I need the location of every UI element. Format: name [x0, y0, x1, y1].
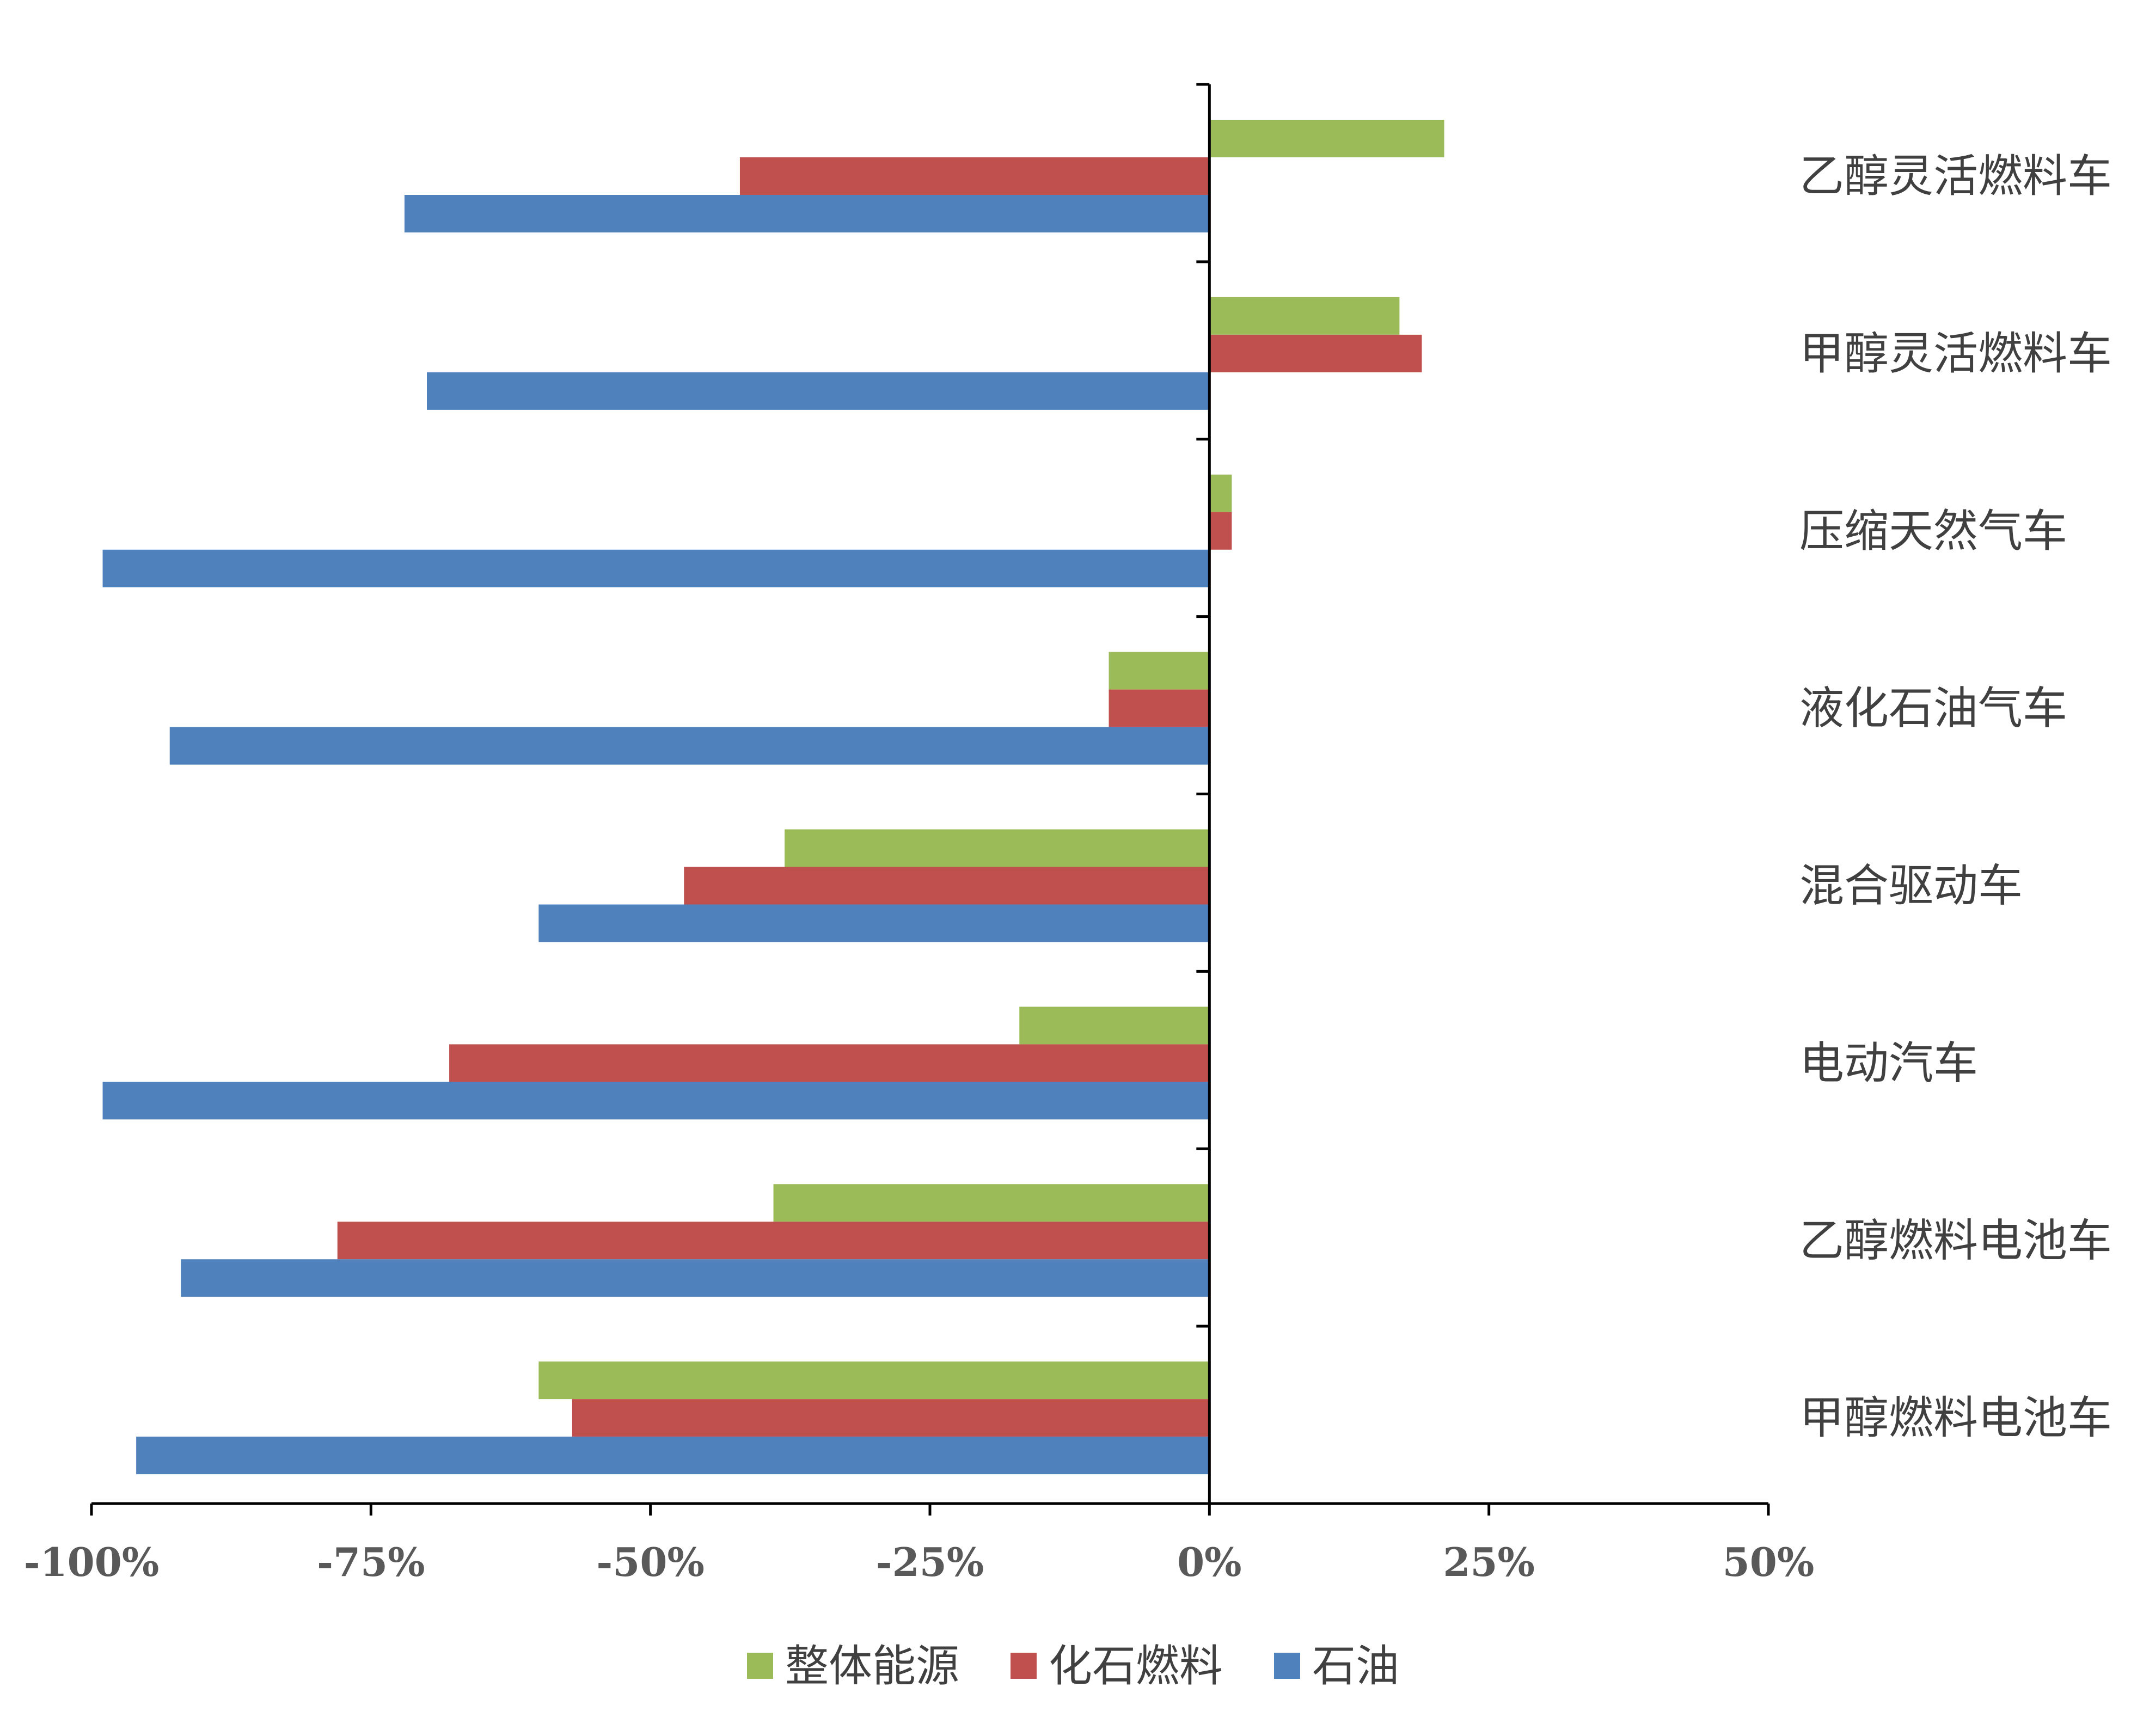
bar-7-0 [538, 1361, 1210, 1400]
bar-2-0 [1209, 474, 1232, 512]
legend-swatch-0 [747, 1653, 773, 1679]
bar-3-0 [1109, 652, 1210, 690]
x-tick-label-1: -75% [317, 1539, 425, 1585]
legend-swatch-1 [1011, 1653, 1037, 1679]
bar-4-2 [538, 904, 1210, 942]
legend-label-0: 整体能源 [785, 1641, 959, 1691]
bar-3-2 [169, 727, 1210, 765]
x-tick-label-3: -25% [876, 1539, 984, 1585]
bar-1-1 [1209, 334, 1422, 372]
bar-0-0 [1209, 120, 1444, 157]
legend-label-2: 石油 [1312, 1641, 1399, 1691]
bar-1-2 [427, 372, 1210, 410]
bar-3-1 [1109, 689, 1210, 727]
category-label-4: 混合驱动车 [1799, 860, 2023, 912]
bar-5-2 [102, 1082, 1210, 1120]
category-label-7: 甲醇燃料电池车 [1799, 1393, 2112, 1444]
bar-2-2 [102, 549, 1210, 587]
bar-5-1 [449, 1044, 1210, 1082]
bar-0-2 [404, 195, 1210, 232]
category-label-3: 液化石油气车 [1799, 683, 2067, 734]
category-label-6: 乙醇燃料电池车 [1799, 1215, 2112, 1267]
bar-6-1 [337, 1222, 1210, 1260]
x-tick-label-4: 0% [1177, 1539, 1242, 1585]
category-label-1: 甲醇灵活燃料车 [1799, 328, 2112, 379]
bar-6-2 [181, 1259, 1210, 1297]
legend-label-1: 化石燃料 [1049, 1641, 1223, 1691]
x-tick-label-5: 25% [1443, 1539, 1535, 1585]
bar-4-1 [684, 867, 1210, 905]
bar-0-1 [739, 157, 1210, 195]
category-label-2: 压缩天然气车 [1799, 505, 2067, 557]
bar-6-0 [773, 1184, 1210, 1222]
x-tick-label-6: 50% [1723, 1539, 1815, 1585]
bar-5-0 [1019, 1007, 1210, 1045]
category-label-0: 乙醇灵活燃料车 [1799, 151, 2112, 203]
category-label-5: 电动汽车 [1799, 1038, 1978, 1089]
bar-7-2 [136, 1437, 1210, 1475]
bar-1-0 [1209, 297, 1400, 335]
x-tick-label-0: -100% [24, 1539, 160, 1585]
legend-swatch-2 [1274, 1653, 1300, 1679]
bar-2-1 [1209, 512, 1232, 550]
x-tick-label-2: -50% [596, 1539, 705, 1585]
bar-7-1 [572, 1399, 1210, 1437]
bar-4-0 [785, 829, 1210, 867]
